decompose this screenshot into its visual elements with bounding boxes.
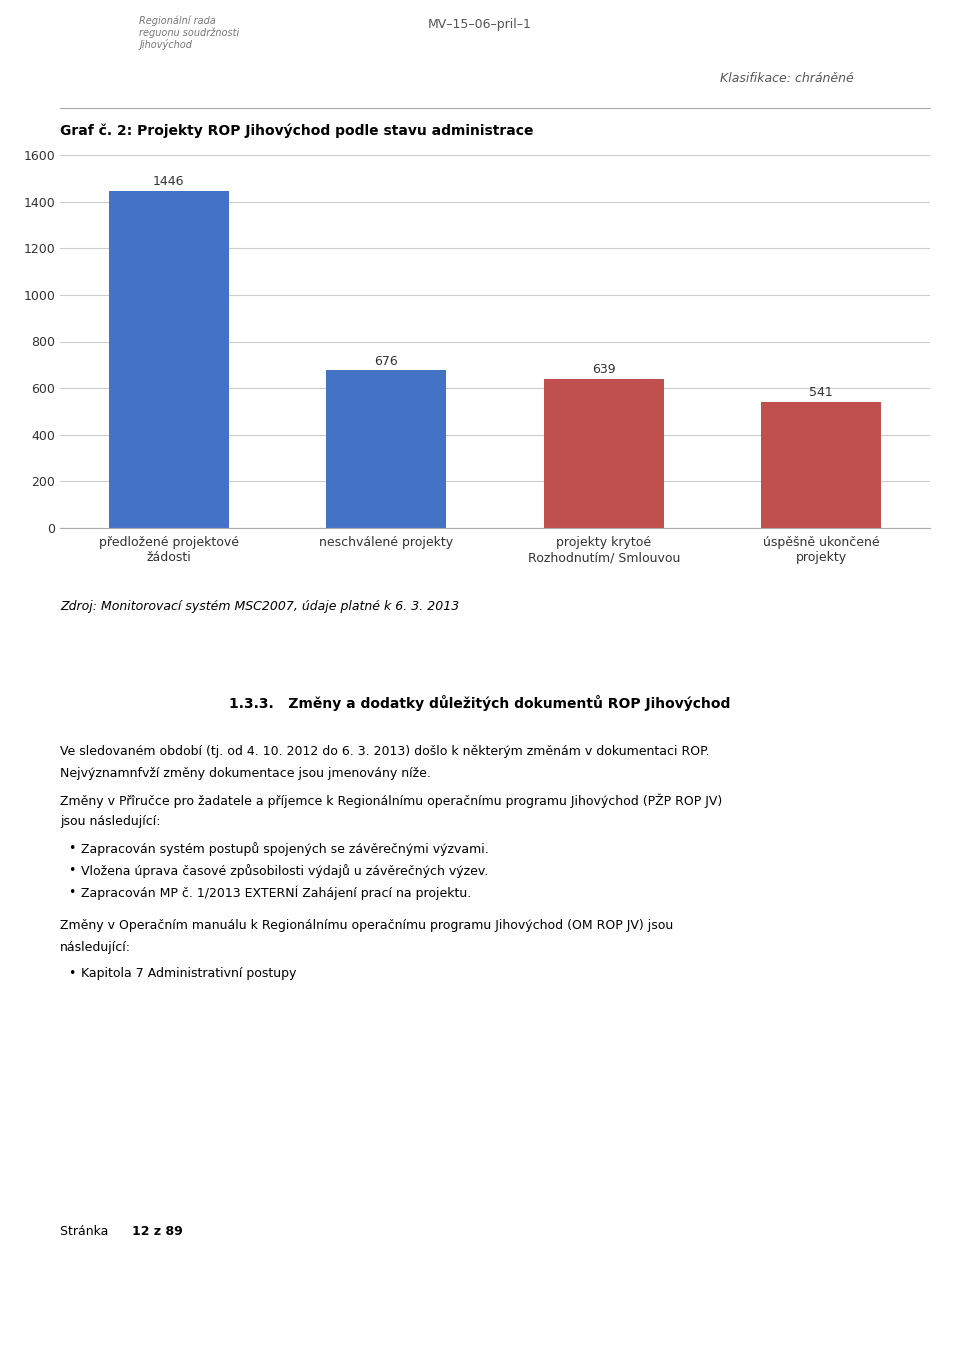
Bar xyxy=(544,379,663,527)
Text: Zdroj: Monitorovací systém MSC2007, údaje platné k 6. 3. 2013: Zdroj: Monitorovací systém MSC2007, údaj… xyxy=(60,600,459,612)
Text: 1.3.3.   Změny a dodatky důležitých dokumentů ROP Jihovýchod: 1.3.3. Změny a dodatky důležitých dokume… xyxy=(229,695,731,711)
Text: následující:: následující: xyxy=(60,940,131,954)
Bar xyxy=(761,402,881,527)
Text: 639: 639 xyxy=(592,363,615,376)
Text: 1446: 1446 xyxy=(153,175,184,188)
Text: 541: 541 xyxy=(809,386,833,399)
Text: 676: 676 xyxy=(374,355,398,368)
Text: Ve sledovaném období (tj. od 4. 10. 2012 do 6. 3. 2013) došlo k některým změnám : Ve sledovaném období (tj. od 4. 10. 2012… xyxy=(60,745,709,758)
Text: Kapitola 7 Administrativní postupy: Kapitola 7 Administrativní postupy xyxy=(81,967,297,981)
Text: Změny v Přîručce pro žadatele a příjemce k Regionálnímu operačnímu programu Jiho: Změny v Přîručce pro žadatele a příjemce… xyxy=(60,793,722,808)
Text: •: • xyxy=(67,967,75,981)
Text: Zapracován MP č. 1/2013 EXTERNÍ Zahájení prací na projektu.: Zapracován MP č. 1/2013 EXTERNÍ Zahájení… xyxy=(81,886,471,900)
Bar xyxy=(108,192,228,527)
Text: •: • xyxy=(67,842,75,855)
Text: Zapracován systém postupů spojených se závěrečnými výzvami.: Zapracován systém postupů spojených se z… xyxy=(81,842,489,855)
Text: Graf č. 2: Projekty ROP Jihovýchod podle stavu administrace: Graf č. 2: Projekty ROP Jihovýchod podle… xyxy=(60,124,534,138)
Text: Klasifikace: chráněné: Klasifikace: chráněné xyxy=(720,71,853,85)
Text: •: • xyxy=(67,886,75,898)
Text: jsou následující:: jsou následující: xyxy=(60,815,160,828)
Text: MV–15–06–pril–1: MV–15–06–pril–1 xyxy=(428,18,532,31)
Text: Nejvýznamnfvží změny dokumentace jsou jmenovány níže.: Nejvýznamnfvží změny dokumentace jsou jm… xyxy=(60,768,431,780)
Text: Stránka: Stránka xyxy=(60,1225,112,1238)
Text: Regionální rada
reguonu soudržnosti
Jihovýchod: Regionální rada reguonu soudržnosti Jiho… xyxy=(139,15,239,50)
Bar xyxy=(326,371,446,527)
Text: 12 z 89: 12 z 89 xyxy=(132,1225,182,1238)
Text: Změny v Operačním manuálu k Regionálnímu operačnímu programu Jihovýchod (OM ROP : Změny v Operačním manuálu k Regionálnímu… xyxy=(60,919,673,932)
Text: Vložena úprava časové způsobilosti výdajů u závěrečných výzev.: Vložena úprava časové způsobilosti výdaj… xyxy=(81,863,489,878)
Text: •: • xyxy=(67,863,75,877)
